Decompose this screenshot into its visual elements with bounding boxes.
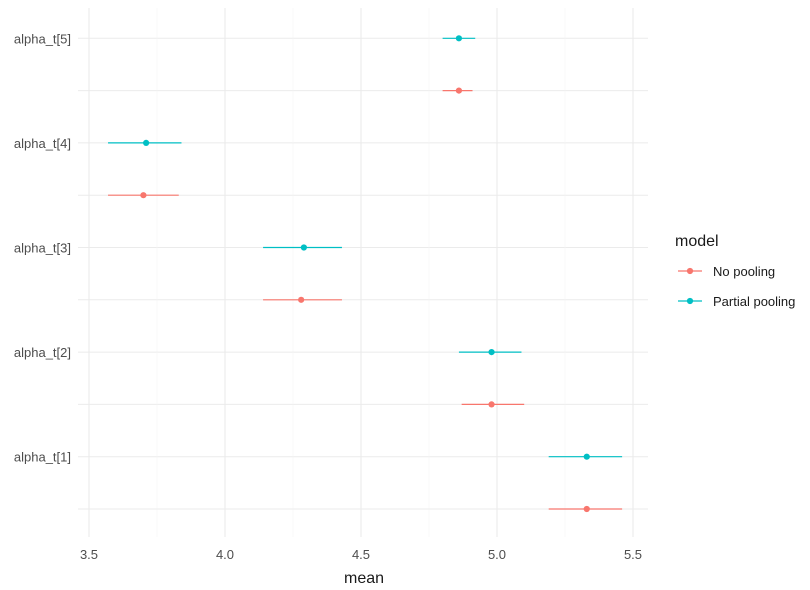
legend-key-point bbox=[686, 297, 694, 305]
mean-point bbox=[488, 349, 495, 356]
y-axis-tick-labels: alpha_t[1] alpha_t[2] alpha_t[3] alpha_t[4]… bbox=[14, 31, 71, 464]
x-tick-label: 4.5 bbox=[352, 547, 370, 562]
mean-point bbox=[488, 401, 495, 408]
mean-point bbox=[455, 35, 463, 42]
y-tick-label: alpha_t[2] bbox=[14, 345, 71, 360]
grid bbox=[78, 8, 648, 537]
y-tick-label: alpha_t[1] bbox=[14, 450, 71, 465]
x-axis-title: mean bbox=[344, 570, 384, 587]
mean-point bbox=[140, 192, 147, 199]
data-marks bbox=[108, 35, 623, 513]
mean-point bbox=[583, 505, 590, 513]
y-tick-label: alpha_t[4] bbox=[14, 136, 71, 151]
mean-point bbox=[455, 87, 463, 94]
x-tick-label: 5.0 bbox=[488, 547, 506, 562]
x-tick-label: 3.5 bbox=[80, 547, 98, 562]
legend-key-point bbox=[686, 267, 694, 275]
y-tick-label: alpha_t[5] bbox=[14, 31, 71, 46]
legend-title: model bbox=[675, 233, 719, 250]
mean-point bbox=[298, 296, 305, 303]
mean-point bbox=[300, 244, 307, 251]
x-tick-label: 4.0 bbox=[216, 547, 234, 562]
legend-label: Partial pooling bbox=[713, 294, 795, 309]
x-tick-label: 5.5 bbox=[624, 547, 642, 562]
legend-label: No pooling bbox=[713, 264, 775, 279]
mean-point bbox=[143, 139, 150, 146]
x-axis-tick-labels: 3.5 4.0 4.5 5.0 5.5 bbox=[80, 547, 642, 562]
legend: model No pooling Partial pooling bbox=[675, 233, 795, 309]
y-tick-label: alpha_t[3] bbox=[14, 241, 71, 256]
mean-point bbox=[583, 453, 590, 460]
